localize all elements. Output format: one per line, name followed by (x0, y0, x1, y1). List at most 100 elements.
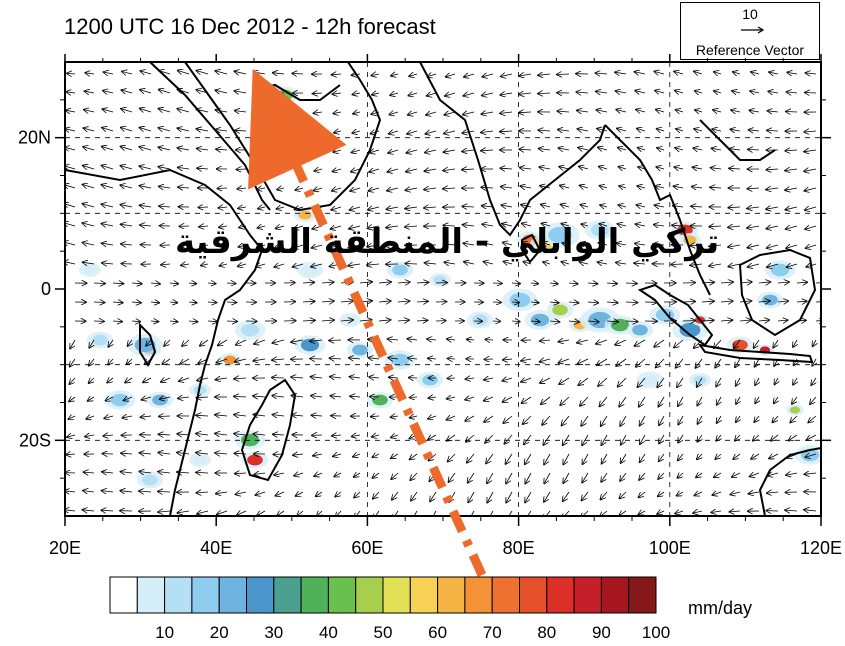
wind-vector (675, 511, 684, 514)
wind-vector (197, 378, 209, 381)
wind-vector (804, 169, 817, 171)
colorbar-tick-label: 50 (374, 623, 393, 642)
map-title: 1200 UTC 16 Dec 2012 - 12h forecast (64, 14, 436, 39)
wind-vector (674, 72, 684, 75)
wind-vector (159, 416, 171, 417)
wind-vector (615, 72, 627, 74)
wind-vector (169, 283, 178, 284)
wind-vector (748, 149, 760, 150)
wind-vector (367, 245, 380, 247)
wind-vector (411, 491, 418, 501)
wind-vector (449, 472, 456, 482)
wind-vector (407, 150, 418, 153)
wind-vector (523, 243, 532, 246)
wind-vector (500, 112, 513, 113)
wind-vector (636, 224, 646, 226)
wind-vector (302, 320, 315, 321)
wind-vector (598, 148, 608, 151)
wind-vector (102, 491, 114, 492)
wind-vector (583, 453, 589, 464)
wind-vector (372, 454, 380, 457)
wind-vector (311, 377, 323, 378)
wind-vector (715, 454, 722, 459)
wind-vector (340, 301, 353, 302)
wind-vector (606, 283, 617, 284)
wind-vector (273, 434, 285, 435)
wind-vector (485, 434, 494, 443)
wind-vector (563, 434, 570, 445)
wind-vector (216, 378, 228, 380)
wind-vector (616, 110, 627, 112)
wind-vector (500, 93, 513, 95)
wind-vector (389, 377, 399, 378)
wind-vector (580, 262, 589, 264)
wind-vector (506, 472, 513, 483)
wind-vector (217, 359, 228, 363)
lon-label: 40E (200, 538, 232, 558)
wind-vector (635, 91, 646, 93)
wind-vector (425, 150, 437, 153)
wind-vector (276, 226, 285, 228)
wind-vector (424, 245, 437, 246)
wind-vector (295, 207, 304, 210)
wind-vector (615, 339, 627, 345)
wind-vector (140, 453, 152, 454)
wind-vector (785, 150, 798, 151)
wind-vector (581, 205, 589, 207)
wind-vector (673, 206, 684, 207)
wind-vector (484, 378, 494, 380)
wind-vector (771, 434, 779, 441)
wind-vector (444, 244, 456, 245)
wind-vector (410, 397, 418, 398)
wind-vector (484, 397, 494, 401)
wind-vector (530, 321, 540, 322)
wind-vector (786, 473, 798, 475)
colorbar-tick-label: 70 (483, 623, 502, 642)
wind-vector (511, 283, 520, 284)
wind-vector (711, 168, 722, 169)
wind-vector (774, 358, 778, 366)
wind-vector (390, 112, 399, 115)
wind-vector (83, 262, 95, 264)
wind-vector (582, 434, 589, 445)
wind-vector (465, 415, 475, 421)
wind-vector (792, 396, 798, 404)
wind-vector (579, 377, 589, 385)
wind-vector (677, 473, 684, 478)
wind-vector (504, 262, 513, 265)
wind-vector (638, 511, 646, 515)
wind-vector (621, 434, 627, 445)
wind-vector (237, 511, 247, 515)
wind-vector (406, 169, 418, 172)
wind-vector (332, 435, 342, 436)
wind-vector (196, 472, 209, 473)
wind-vector (731, 110, 741, 112)
wind-vector (506, 510, 513, 516)
wind-vector (160, 397, 171, 399)
wind-vector (141, 416, 152, 417)
wind-vector (86, 416, 95, 419)
wind-vector (239, 226, 247, 228)
wind-vector (131, 283, 142, 284)
wind-vector (197, 129, 209, 131)
wind-vector (180, 358, 190, 364)
wind-vector (520, 168, 532, 169)
wind-vector (140, 109, 152, 113)
wind-vector (462, 169, 475, 170)
wind-vector (695, 492, 703, 496)
colorbar-swatch (218, 576, 247, 614)
wind-vector (158, 492, 171, 493)
wind-vector (141, 71, 152, 74)
wind-vector (446, 74, 456, 77)
wind-vector (220, 264, 228, 266)
wind-vector (542, 415, 551, 425)
wind-vector (353, 454, 361, 457)
wind-vector (739, 282, 752, 283)
wind-vector (654, 72, 665, 75)
wind-vector (635, 72, 646, 74)
wind-vector (150, 321, 158, 322)
precip-cell (390, 353, 410, 367)
wind-vector (618, 377, 627, 387)
wind-vector (733, 453, 741, 459)
wind-vector (559, 377, 570, 384)
